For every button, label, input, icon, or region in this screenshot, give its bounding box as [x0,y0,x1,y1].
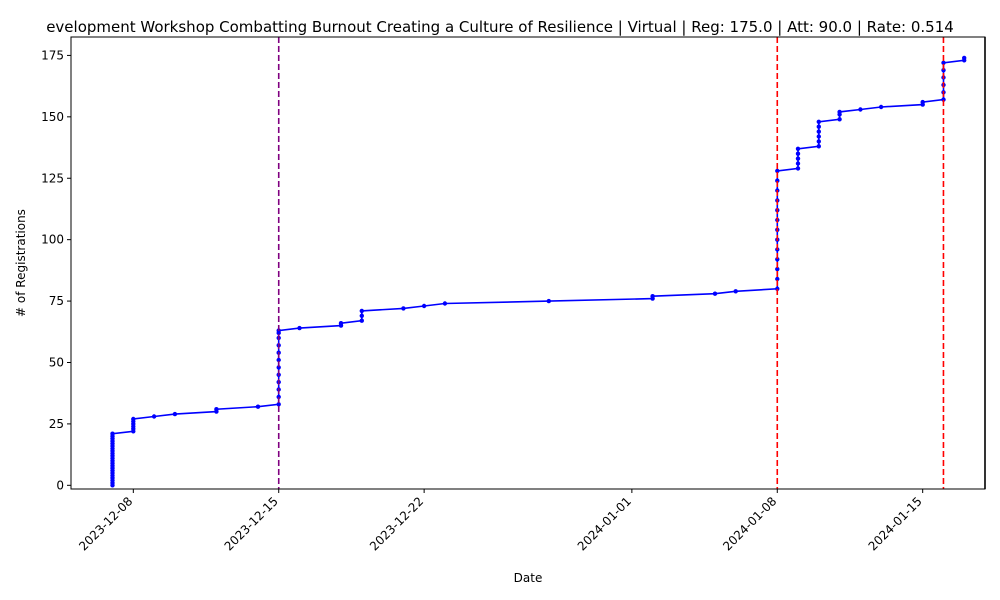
x-axis-label: Date [514,571,543,585]
data-point [255,404,261,409]
chart-title: evelopment Workshop Combatting Burnout C… [46,18,954,36]
series-line [111,57,966,486]
data-point [775,286,780,291]
data-point [172,411,178,417]
x-tick-label: 2023-12-15 [222,494,281,553]
data-point [816,144,821,149]
data-point [941,68,946,73]
y-axis: 0 25 50 75 100 125 150 175 [41,48,71,492]
y-tick-label: 150 [41,110,64,124]
data-point [878,104,884,110]
x-tick-label: 2023-12-08 [76,494,135,553]
data-point [795,151,801,156]
x-tick-label: 2024-01-01 [575,494,634,553]
y-tick-label: 25 [49,417,64,431]
data-point [276,394,281,400]
data-point [816,129,821,134]
data-point [795,146,801,151]
data-point [775,276,780,282]
data-point [837,117,842,122]
data-point [421,303,427,309]
data-point [338,321,344,326]
data-point [795,166,801,171]
axes-frame [70,36,986,490]
data-point [775,266,780,272]
data-point [359,313,364,318]
data-point [276,365,281,370]
data-point [962,55,967,61]
data-point [712,291,718,296]
data-point [650,294,655,299]
x-tick-label: 2024-01-15 [866,494,925,553]
data-point [941,97,946,102]
data-point [442,301,448,306]
data-point [297,325,302,331]
x-tick-label: 2024-01-08 [720,494,779,553]
data-point [276,402,281,407]
data-point [359,308,364,314]
y-tick-label: 75 [49,294,64,308]
data-point [401,306,406,311]
data-point [941,60,946,65]
data-point [816,134,821,139]
y-tick-label: 0 [56,478,64,492]
data-point [816,124,821,129]
y-axis-label: # of Registrations [14,209,28,317]
plot-area [110,37,986,489]
data-point [837,109,842,115]
data-point [816,119,821,125]
data-point [795,161,801,166]
data-point [110,431,115,436]
data-point [546,298,551,304]
y-tick-label: 50 [49,355,64,369]
data-point [151,414,157,419]
y-tick-label: 100 [41,233,64,247]
data-point [858,107,863,112]
data-point [775,257,780,262]
data-point [359,318,364,323]
data-point [214,407,219,412]
data-point [733,289,738,294]
x-axis: 2023-12-08 2023-12-15 2023-12-22 2024-01-01… [76,489,925,553]
y-tick-label: 175 [41,48,64,62]
data-point [775,168,780,174]
data-point [816,139,821,144]
data-point [775,178,780,183]
data-point [276,357,281,363]
data-point [795,156,801,161]
data-point [920,99,925,105]
data-point [131,416,136,422]
x-tick-label: 2023-12-22 [367,494,426,553]
y-tick-label: 125 [41,171,64,185]
